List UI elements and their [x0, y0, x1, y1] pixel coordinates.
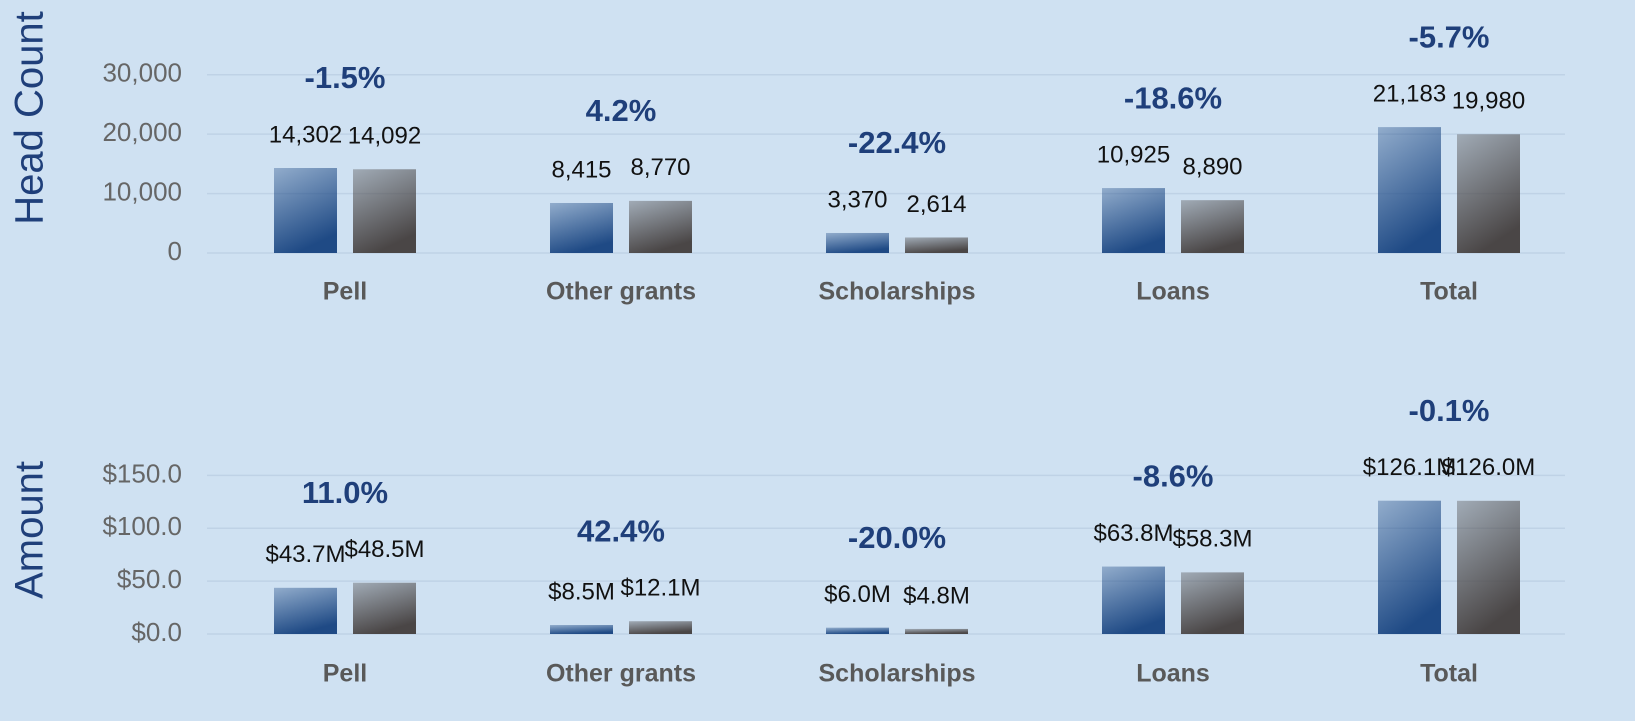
data-label: $58.3M: [1172, 526, 1252, 553]
data-label: $48.5M: [344, 536, 424, 563]
data-label: 2,614: [906, 191, 966, 218]
bar: [629, 200, 692, 253]
data-label: 8,890: [1182, 154, 1242, 181]
data-label: 3,370: [827, 186, 887, 213]
x-tick-label: Total: [1420, 278, 1478, 306]
x-tick-label: Scholarships: [819, 278, 976, 306]
data-label: $12.1M: [620, 575, 700, 602]
x-tick-label: Total: [1420, 660, 1478, 688]
bar: [629, 621, 692, 634]
y-axis-title: Amount: [8, 461, 52, 599]
data-label: 19,980: [1452, 88, 1525, 115]
y-tick-label: $100.0: [102, 511, 182, 541]
data-label: 14,302: [269, 121, 342, 148]
bar: [905, 237, 968, 253]
bar: [550, 625, 613, 634]
x-tick-label: Pell: [323, 660, 367, 688]
change-annotation: -18.6%: [1124, 80, 1222, 115]
x-tick-label: Loans: [1136, 660, 1210, 688]
change-annotation: -20.0%: [848, 520, 946, 555]
bar: [1378, 500, 1441, 634]
bar: [1102, 566, 1165, 634]
change-annotation: -8.6%: [1133, 459, 1214, 494]
bar: [353, 582, 416, 634]
data-label: $126.0M: [1442, 454, 1535, 481]
data-label: $6.0M: [824, 581, 891, 608]
x-tick-label: Pell: [323, 278, 367, 306]
data-label: $4.8M: [903, 582, 970, 609]
bar: [905, 628, 968, 634]
bar: [1181, 572, 1244, 634]
change-annotation: 4.2%: [586, 93, 657, 128]
bar: [550, 202, 613, 253]
change-annotation: 42.4%: [577, 513, 665, 548]
bar: [1378, 127, 1441, 253]
y-tick-label: 20,000: [102, 117, 182, 147]
bar: [274, 587, 337, 634]
data-label: 21,183: [1373, 80, 1446, 107]
y-tick-label: $50.0: [117, 564, 182, 594]
y-tick-label: $150.0: [102, 458, 182, 488]
change-annotation: -5.7%: [1409, 19, 1490, 54]
data-label: 8,415: [551, 156, 611, 183]
bar: [1102, 188, 1165, 253]
change-annotation: -0.1%: [1409, 393, 1490, 428]
y-tick-label: 0: [168, 236, 182, 266]
data-label: 10,925: [1097, 141, 1170, 168]
x-tick-label: Other grants: [546, 660, 696, 688]
change-annotation: -22.4%: [848, 125, 946, 160]
bar: [274, 168, 337, 253]
y-tick-label: 10,000: [102, 176, 182, 206]
x-tick-label: Other grants: [546, 278, 696, 306]
x-tick-label: Loans: [1136, 278, 1210, 306]
data-label: $126.1M: [1363, 454, 1456, 481]
y-tick-label: 30,000: [102, 58, 182, 88]
y-axis-title: Head Count: [8, 11, 52, 224]
y-tick-label: $0.0: [131, 617, 182, 647]
x-tick-label: Scholarships: [819, 660, 976, 688]
bar: [826, 627, 889, 634]
data-label: $43.7M: [265, 541, 345, 568]
bar: [1457, 500, 1520, 634]
bar: [353, 169, 416, 253]
change-annotation: -1.5%: [305, 60, 386, 95]
bar: [1457, 134, 1520, 253]
bar: [826, 232, 889, 253]
data-label: $8.5M: [548, 578, 615, 605]
change-annotation: 11.0%: [302, 475, 388, 510]
bar: [1181, 200, 1244, 253]
data-label: 8,770: [630, 154, 690, 181]
data-label: 14,092: [348, 123, 421, 150]
data-label: $63.8M: [1093, 520, 1173, 547]
